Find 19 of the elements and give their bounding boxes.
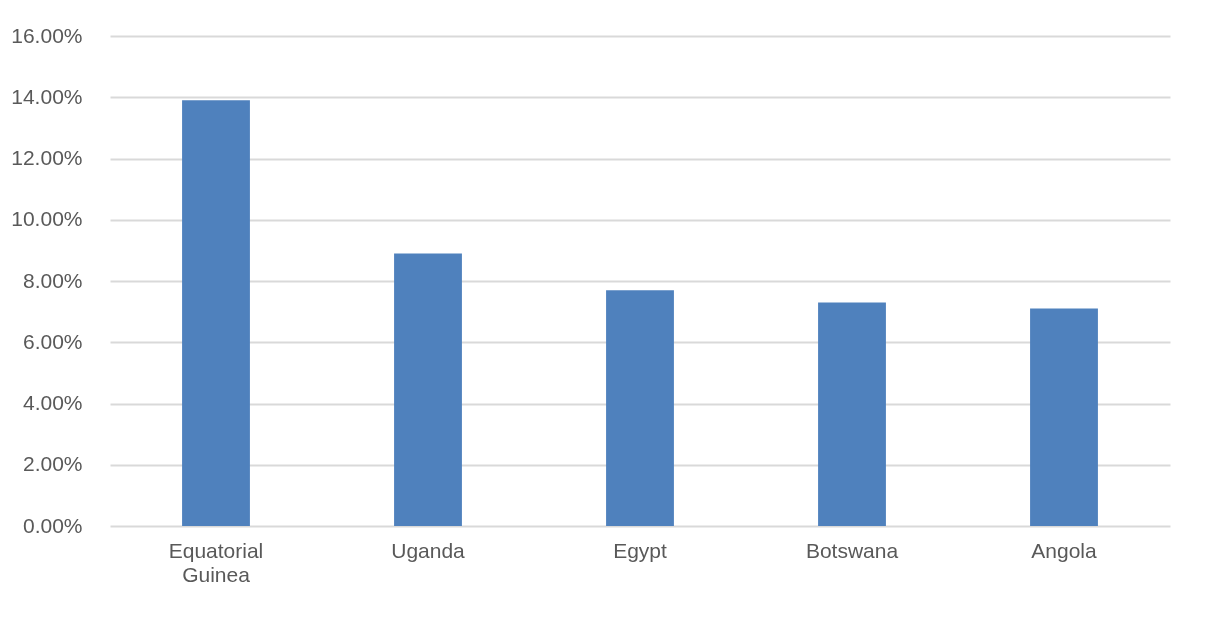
x-tick-label: Equatorial Guinea [168,538,264,586]
y-tick-label: 14.00% [11,84,83,108]
x-tick-label: Uganda [391,538,466,562]
y-tick-label: 4.00% [22,391,83,414]
bar [1030,308,1098,526]
y-tick-label: 2.00% [22,452,83,476]
y-tick-label: 16.00% [11,23,83,47]
x-tick-label: Angola [1031,538,1098,562]
bar [606,290,674,526]
y-tick-label: 12.00% [11,146,83,169]
bar [818,302,886,526]
y-tick-label: 10.00% [11,207,83,231]
x-tick-label: Botswana [805,538,899,562]
x-tick-label: Egypt [613,538,668,562]
bar [394,253,462,526]
bar [182,100,250,526]
y-tick-label: 8.00% [22,268,83,292]
y-tick-label: 0.00% [22,513,83,537]
y-tick-label: 6.00% [22,329,83,353]
